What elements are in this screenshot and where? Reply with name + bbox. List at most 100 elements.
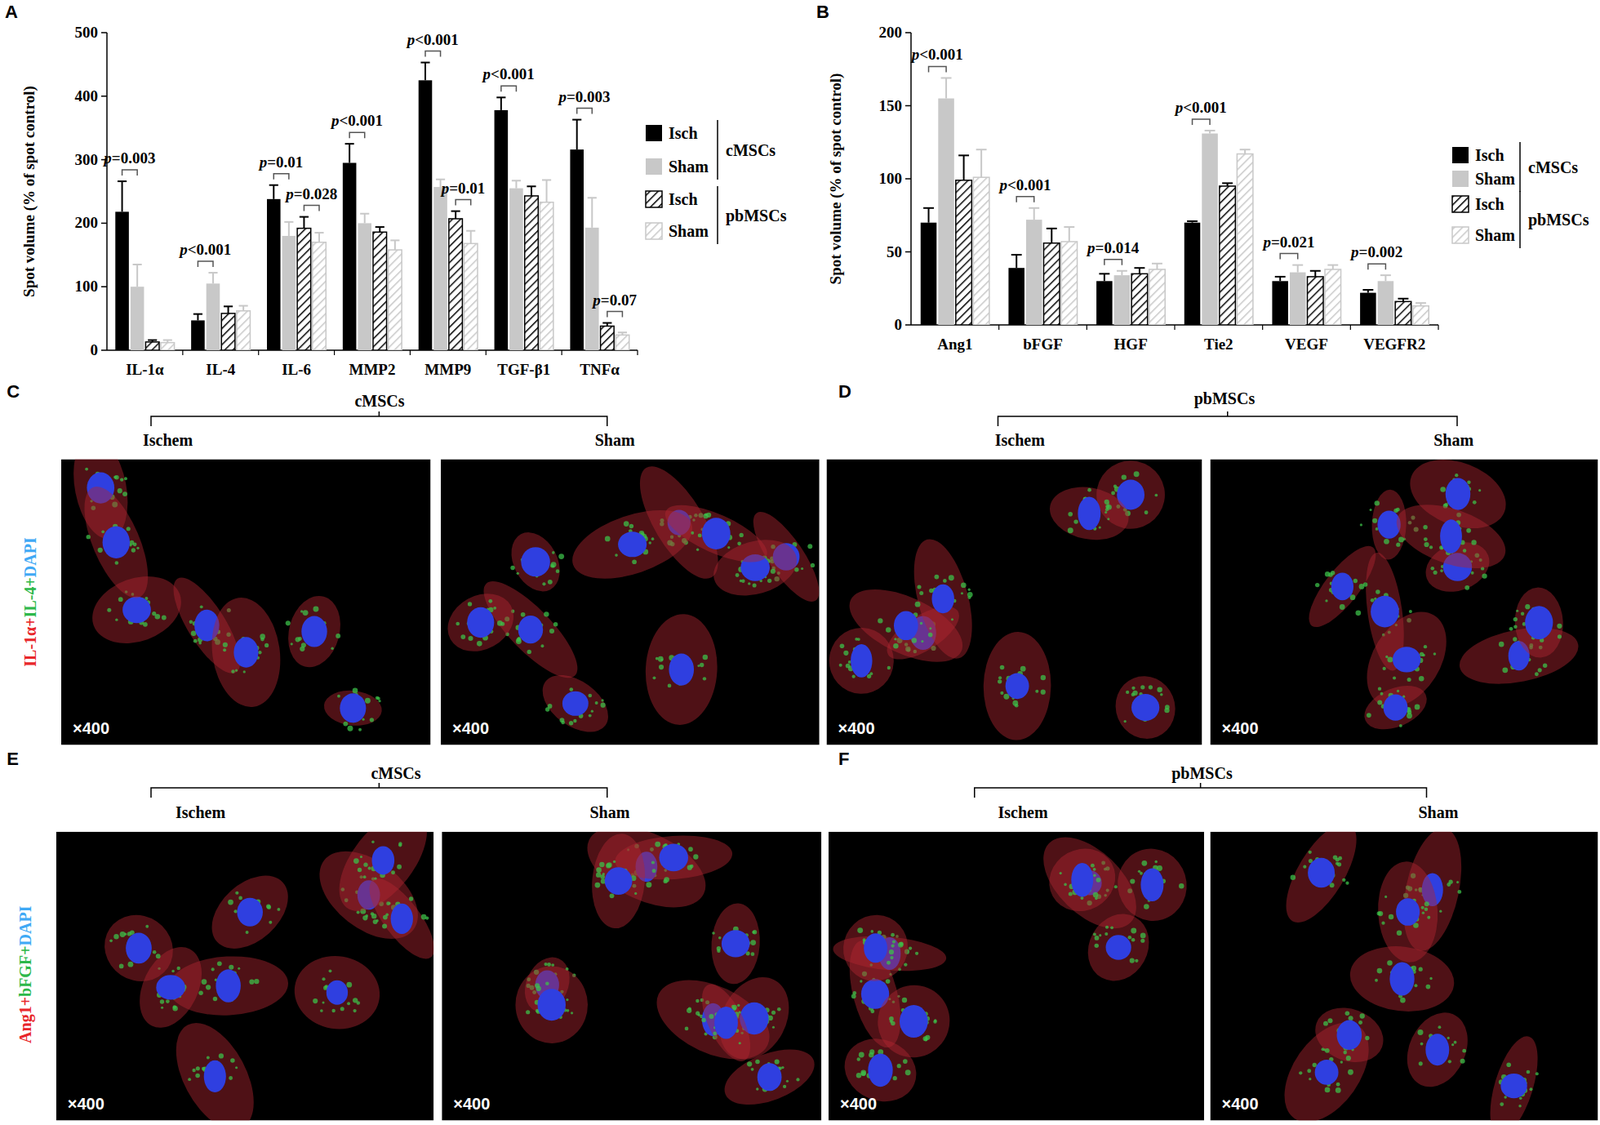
granule xyxy=(187,1077,192,1081)
granule xyxy=(1375,589,1381,595)
condition-label: Ischem xyxy=(998,803,1049,822)
micrograph-bg xyxy=(1210,459,1599,746)
granule xyxy=(1098,525,1102,529)
granule xyxy=(382,923,387,929)
error-cap xyxy=(542,178,552,181)
cell-body xyxy=(657,493,775,574)
granule xyxy=(623,520,630,527)
cell-body xyxy=(1395,1002,1480,1097)
granule xyxy=(889,955,894,960)
granule xyxy=(1374,500,1380,506)
granule xyxy=(657,656,664,663)
legend-label: Isch xyxy=(1475,146,1505,165)
error-bar xyxy=(1098,273,1110,281)
p-rest: =0.021 xyxy=(1271,233,1316,251)
granule xyxy=(1535,1071,1539,1076)
granule xyxy=(151,611,156,616)
granule xyxy=(362,915,368,920)
granule xyxy=(697,664,700,667)
granule xyxy=(708,1013,714,1019)
cell-body xyxy=(1272,831,1371,934)
granule xyxy=(386,901,391,906)
granule xyxy=(360,855,363,858)
granule xyxy=(702,676,707,680)
p-symbol: p xyxy=(405,31,416,49)
error-cap xyxy=(1151,262,1163,265)
granule xyxy=(1407,710,1412,715)
p-value: p=0.021 xyxy=(1261,233,1315,251)
bar xyxy=(373,231,387,351)
granule xyxy=(1506,1062,1512,1067)
bar xyxy=(145,342,160,351)
granule xyxy=(1503,1095,1507,1098)
error-cap xyxy=(208,271,218,274)
granule xyxy=(237,967,240,970)
x-tick-label: Tie2 xyxy=(1204,335,1234,353)
granule xyxy=(739,533,744,538)
granule xyxy=(751,930,756,934)
nucleus xyxy=(233,636,258,668)
error-bar xyxy=(1151,263,1163,270)
x-tick-label: Ang1 xyxy=(937,335,973,353)
granule xyxy=(408,896,414,901)
granule xyxy=(1315,582,1320,587)
granule xyxy=(1424,906,1429,912)
cell-body xyxy=(91,902,186,995)
p-value: p=0.028 xyxy=(284,185,338,203)
granule xyxy=(385,913,389,917)
granule xyxy=(1456,880,1459,884)
granule xyxy=(1298,1071,1303,1075)
granule xyxy=(738,1041,742,1045)
condition-label: Sham xyxy=(595,431,636,449)
cell-body xyxy=(1513,586,1565,659)
p-rest: =0.014 xyxy=(1095,239,1140,257)
granule xyxy=(1429,977,1432,980)
granule xyxy=(750,939,756,946)
granule xyxy=(697,533,703,538)
granule xyxy=(755,1087,759,1090)
error-cap xyxy=(617,331,627,334)
granule xyxy=(369,717,374,722)
granule xyxy=(1447,1036,1450,1040)
granule xyxy=(193,639,198,644)
legend-label: Sham xyxy=(1475,226,1516,245)
error-cap xyxy=(299,216,309,218)
bar xyxy=(1061,241,1078,325)
granule xyxy=(1302,865,1307,869)
nucleus xyxy=(893,610,919,640)
nucleus xyxy=(1395,897,1420,926)
error-line xyxy=(348,143,351,163)
granule xyxy=(201,978,208,985)
granule xyxy=(860,1070,867,1076)
granule xyxy=(702,513,708,519)
legend-group: cMSCs xyxy=(1528,158,1578,177)
granule xyxy=(357,867,362,872)
granule xyxy=(133,542,138,547)
granule xyxy=(1364,1035,1369,1040)
x-tick-label: bFGF xyxy=(1022,335,1063,353)
granule xyxy=(352,1008,356,1013)
granule xyxy=(866,674,872,679)
granule xyxy=(1098,933,1102,937)
error-cap xyxy=(1046,227,1058,230)
granule xyxy=(877,617,883,623)
granule xyxy=(857,637,861,641)
granule xyxy=(857,927,863,934)
granule xyxy=(213,996,218,1001)
y-tick-label: 300 xyxy=(75,151,99,169)
cell-body xyxy=(71,478,161,607)
nucleus xyxy=(899,1004,929,1038)
nucleus xyxy=(863,933,888,963)
y-tick-label: 100 xyxy=(879,169,903,187)
granule xyxy=(1426,915,1431,920)
micrograph xyxy=(828,831,1205,1121)
y-tick-label: 400 xyxy=(75,87,99,105)
x-tick-label: MMP2 xyxy=(349,360,396,378)
error-cap xyxy=(147,339,157,342)
granule xyxy=(595,701,599,705)
granule xyxy=(1143,903,1150,910)
granule xyxy=(718,936,722,940)
p-value: p=0.01 xyxy=(440,179,486,197)
granule xyxy=(243,670,246,673)
granule xyxy=(1462,548,1467,552)
